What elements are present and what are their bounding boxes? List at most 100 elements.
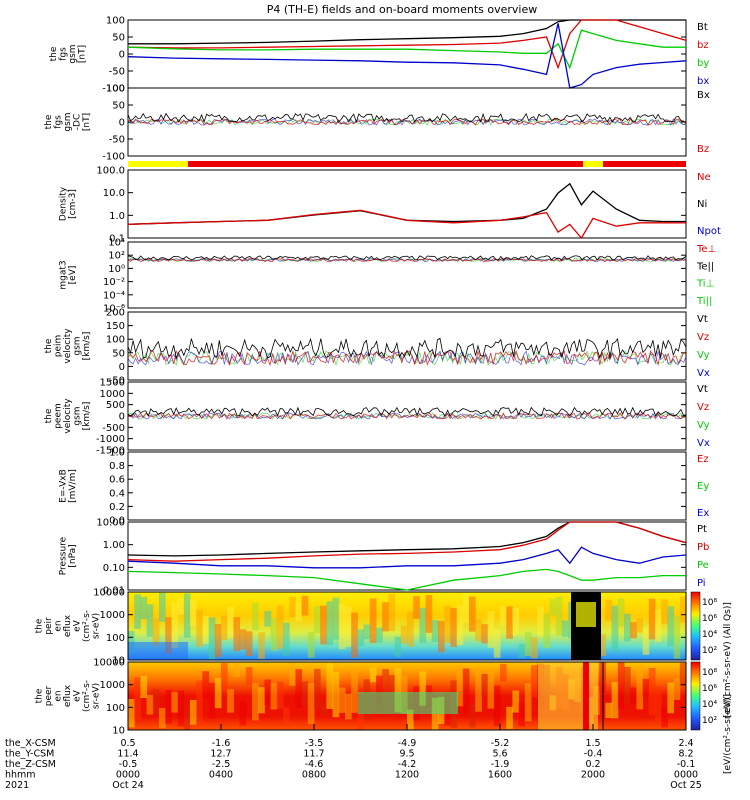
y-tick-label: 50	[112, 101, 125, 112]
panel-temp: 10⁴ 10² 10⁰ 10⁻² 10⁻⁴ 10⁻⁶ mgat3 [eV] Te⊥ Te|| Ti⊥…	[58, 238, 716, 315]
legend-Bt: Bt	[697, 22, 708, 33]
y-tick-label: 1500	[100, 378, 125, 389]
y-tick-label: 200	[106, 308, 125, 319]
x-tick-label: -2.5	[212, 759, 231, 770]
x-tick-label: -1.9	[491, 759, 510, 770]
y-tick-label: 150	[106, 321, 125, 332]
panel-efield: 1.0 0.8 0.6 0.4 0.2 0.0 E=-VxB [mV/m] Ez Ey Ex	[58, 448, 709, 527]
mode-bar	[128, 161, 686, 167]
y-tick-label: 100	[106, 703, 125, 714]
panel-frame	[127, 241, 687, 309]
legend-Vx: Vx	[697, 438, 710, 449]
panel-frame	[127, 169, 687, 239]
y-tick-label: 1.0	[109, 211, 125, 222]
legend-Ex: Ex	[697, 508, 709, 519]
x-tick-label: 0.2	[585, 759, 600, 770]
y-axis-label: eV	[73, 689, 83, 702]
y-axis-label: [mV/m]	[68, 469, 78, 503]
y-axis-label: [eV]	[68, 266, 78, 285]
y-tick-label: 10⁴	[108, 238, 125, 249]
y-axis-label: peir	[44, 617, 54, 635]
legend-Vt: Vt	[697, 314, 708, 325]
y-tick-label: 10⁻²	[103, 277, 125, 288]
y-tick-label: 10⁻⁴	[103, 290, 125, 301]
y-tick-label: 10000	[93, 658, 125, 669]
y-tick-label: -100	[102, 84, 125, 95]
y-tick-label: 0.01	[103, 586, 125, 597]
legend-by: by	[697, 58, 709, 69]
y-axis-label: the	[35, 618, 45, 633]
colorbar-tick: 10²	[702, 716, 717, 726]
legend-Vz: Vz	[697, 402, 709, 413]
colorbar-tick: 10⁸	[702, 598, 717, 608]
y-axis-label: peer	[44, 685, 54, 706]
y-axis-label: [nPa]	[68, 544, 78, 567]
series-fgs-Bt	[128, 19, 686, 45]
legend-Pt: Pt	[697, 524, 707, 535]
x-tick-label: 11.7	[303, 749, 324, 760]
x-tick-label: 12.7	[210, 749, 231, 760]
y-axis-label: Pressure	[58, 536, 68, 575]
x-tick-label: 9.5	[399, 749, 414, 760]
y-axis-label: the	[44, 408, 54, 423]
x-tick-label: 2.4	[678, 738, 693, 749]
x-tick-label: -3.5	[305, 738, 324, 749]
legend-bx: bx	[697, 76, 709, 87]
x-axis: the_X-CSMthe_Y-CSMthe_Z-CSMhhmm20210.511…	[5, 724, 702, 791]
y-axis-label: sr-eV)	[92, 683, 102, 709]
x-tick-label: 0800	[302, 770, 326, 781]
x-tick-label: -0.5	[119, 759, 138, 770]
series-pressure-Pb	[127, 521, 687, 562]
y-axis-label: [nT]	[82, 113, 92, 131]
legend-Bz: Bz	[697, 144, 709, 155]
panel-pressure: 10.00 1.00 0.10 0.01 Pressure [nPa] Pt Pb Pe Pi	[58, 518, 709, 597]
y-tick-label: 0.0	[109, 516, 125, 527]
x-tick-label: 1200	[395, 770, 419, 781]
legend-Pe: Pe	[697, 560, 709, 571]
series-density-Ne	[127, 209, 686, 240]
y-tick-label: -50	[109, 376, 125, 387]
x-tick-label: -4.6	[305, 759, 324, 770]
y-axis-label: [km/s]	[82, 402, 92, 431]
colorbar-label-lower: [eV/(cm²-s-sr-eV)]	[723, 694, 733, 774]
y-axis-label: [cm-3]	[68, 189, 78, 219]
panel-frame	[127, 311, 687, 381]
y-tick-label: 0.1	[109, 234, 125, 245]
y-tick-label: 0.6	[109, 475, 125, 486]
x-tick-label: 0400	[209, 770, 233, 781]
y-axis-label: E=-VxB	[58, 469, 68, 503]
y-tick-label: -100	[102, 152, 125, 163]
x-tick-label: 5.6	[492, 749, 507, 760]
series-fgs-by	[127, 29, 686, 70]
y-axis-label: fgs	[58, 47, 68, 61]
y-tick-label: -50	[109, 135, 125, 146]
panel-peer: 10000 1000 100 10 the peer en eflux eV (cm²-s-sr-…	[35, 658, 687, 737]
y-tick-label: 0	[119, 412, 125, 423]
colorbar-tick: 10⁴	[702, 630, 717, 640]
y-axis-label: the	[35, 688, 45, 703]
y-tick-label: 0	[119, 118, 125, 129]
y-tick-label: 1000	[100, 389, 125, 400]
y-tick-label: -500	[102, 423, 125, 434]
y-axis-label: the	[49, 46, 59, 61]
x-tick-label: -4.2	[398, 759, 417, 770]
panel-fgs: 100 50 0 -50 -100 the fgs gsm [nT] Bt bz by bx	[49, 16, 710, 95]
legend-Te||: Te||	[696, 261, 714, 272]
series-pressure-Pi	[127, 546, 687, 569]
y-axis-label: -DC	[73, 114, 83, 130]
y-tick-label: 1.00	[103, 540, 125, 551]
y-tick-label: -1000	[96, 434, 125, 445]
y-tick-label: 0.4	[109, 488, 125, 499]
x-tick-label: 0.5	[120, 738, 135, 749]
x-row-label: 2021	[5, 780, 29, 791]
y-axis-label: en	[54, 620, 64, 631]
colorbar-tick: 10⁶	[702, 684, 717, 694]
x-tick-label: 11.4	[117, 749, 138, 760]
legend-Vx: Vx	[697, 368, 710, 379]
mode-bar-slow	[128, 161, 188, 167]
series-fgs-bz	[127, 19, 687, 70]
x-tick-label: Oct 24	[112, 780, 144, 791]
legend-Ey: Ey	[697, 481, 709, 492]
y-tick-label: 10000	[93, 588, 125, 599]
